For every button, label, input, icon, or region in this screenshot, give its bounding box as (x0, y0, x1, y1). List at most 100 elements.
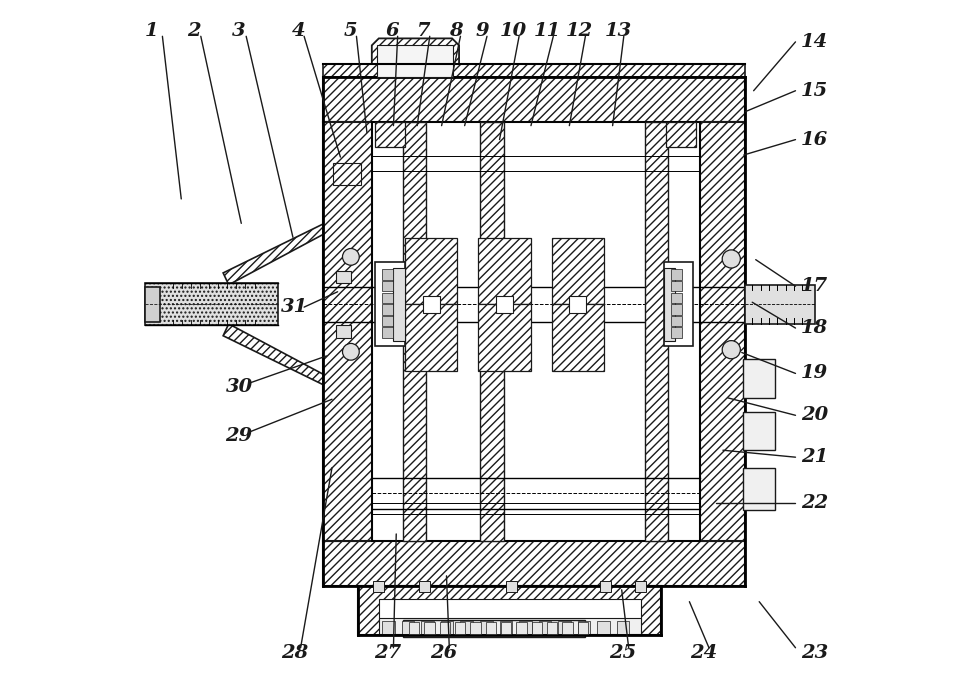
Polygon shape (372, 38, 459, 77)
Bar (382, 269, 394, 280)
Polygon shape (323, 77, 745, 122)
Bar (335, 325, 350, 338)
Bar (563, 622, 573, 634)
Bar (670, 327, 682, 338)
Text: 7: 7 (418, 22, 431, 40)
Bar (745, 285, 815, 324)
Bar (519, 621, 532, 634)
Bar (409, 622, 420, 634)
Text: 29: 29 (226, 427, 252, 445)
Bar (670, 315, 682, 326)
Bar (600, 581, 612, 592)
Polygon shape (323, 64, 745, 77)
Bar (578, 622, 588, 634)
Text: 22: 22 (801, 493, 828, 512)
Text: 30: 30 (226, 378, 252, 396)
Bar (382, 315, 394, 326)
Bar (617, 621, 630, 634)
Polygon shape (405, 304, 457, 371)
Bar (421, 621, 434, 634)
Bar (597, 621, 610, 634)
Text: 6: 6 (386, 22, 399, 40)
Polygon shape (700, 122, 745, 541)
Bar (743, 359, 775, 398)
Bar (382, 304, 394, 315)
Polygon shape (478, 238, 531, 304)
Bar (635, 581, 646, 592)
Text: 4: 4 (292, 22, 305, 40)
Text: 1: 1 (145, 22, 158, 40)
Text: 19: 19 (801, 364, 828, 383)
Polygon shape (223, 324, 323, 385)
Polygon shape (358, 586, 661, 635)
Circle shape (343, 343, 359, 360)
Polygon shape (375, 122, 405, 147)
Bar (394, 268, 404, 341)
Polygon shape (405, 238, 457, 304)
Bar (558, 621, 571, 634)
Bar (663, 268, 675, 341)
Text: 9: 9 (475, 22, 489, 40)
Bar (419, 581, 430, 592)
Text: 16: 16 (801, 131, 828, 149)
Text: 26: 26 (430, 644, 457, 662)
Text: 23: 23 (801, 644, 828, 662)
Polygon shape (552, 304, 604, 371)
Bar (377, 45, 453, 77)
Text: 21: 21 (801, 448, 828, 466)
Text: 27: 27 (374, 644, 401, 662)
Bar (480, 621, 492, 634)
Text: 31: 31 (281, 298, 309, 316)
Bar (422, 296, 440, 313)
Bar (670, 292, 682, 303)
Polygon shape (323, 541, 745, 586)
Text: 8: 8 (448, 22, 463, 40)
Text: 15: 15 (801, 82, 828, 100)
Bar (461, 621, 473, 634)
Polygon shape (478, 304, 531, 371)
Bar (379, 599, 640, 621)
Text: 18: 18 (801, 319, 828, 337)
Bar (402, 621, 415, 634)
Text: 13: 13 (605, 22, 632, 40)
Bar (375, 262, 404, 346)
Polygon shape (666, 122, 696, 147)
Bar (532, 622, 542, 634)
Bar (516, 622, 527, 634)
Text: 17: 17 (801, 277, 828, 295)
Bar (670, 269, 682, 280)
Bar (743, 412, 775, 450)
Polygon shape (645, 122, 668, 541)
Text: 5: 5 (344, 22, 358, 40)
Bar (403, 620, 585, 637)
Bar (499, 621, 512, 634)
Text: 2: 2 (187, 22, 201, 40)
Circle shape (722, 250, 740, 268)
Bar (145, 287, 160, 322)
Bar (382, 621, 395, 634)
Circle shape (343, 248, 359, 265)
Bar (539, 621, 551, 634)
Bar (486, 622, 496, 634)
Text: 12: 12 (566, 22, 593, 40)
Bar (569, 296, 587, 313)
Text: 11: 11 (534, 22, 562, 40)
Text: 20: 20 (801, 406, 828, 424)
Bar (441, 621, 453, 634)
Bar (663, 262, 693, 346)
Text: 10: 10 (500, 22, 527, 40)
Text: 14: 14 (801, 33, 828, 51)
Bar (424, 622, 435, 634)
Bar (670, 304, 682, 315)
Text: 28: 28 (281, 644, 309, 662)
Circle shape (722, 341, 740, 359)
Bar (743, 468, 775, 510)
Polygon shape (403, 122, 426, 541)
Bar (506, 581, 517, 592)
Bar (382, 327, 394, 338)
Bar (440, 622, 450, 634)
Bar (335, 271, 350, 283)
Polygon shape (145, 283, 277, 325)
Bar (670, 281, 682, 292)
Bar (496, 296, 513, 313)
